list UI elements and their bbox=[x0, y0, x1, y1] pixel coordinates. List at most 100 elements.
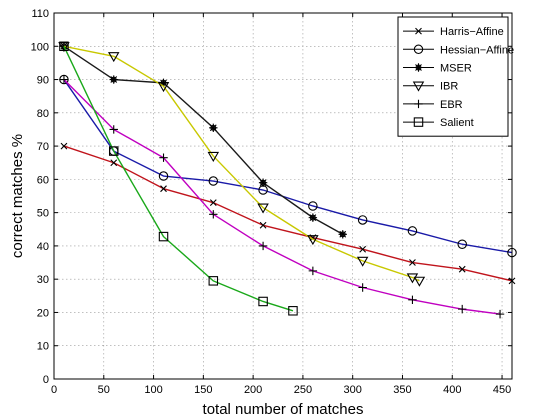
axis-ticks: 0 50 100 150 200 250 300 350 400 450 0 10 20 30 40 50 60… bbox=[31, 8, 512, 396]
legend-marker bbox=[414, 99, 423, 109]
data-point-marker bbox=[109, 125, 118, 134]
legend-item: EBR bbox=[403, 99, 463, 111]
legend-label: Harris−Affine bbox=[440, 26, 504, 38]
series-salient bbox=[59, 41, 298, 316]
legend-marker bbox=[413, 117, 424, 127]
data-point-marker bbox=[257, 203, 269, 214]
legend-marker bbox=[415, 64, 422, 71]
x-tick-label: 0 bbox=[51, 384, 57, 396]
data-point-marker bbox=[356, 256, 369, 267]
legend-marker bbox=[413, 44, 424, 55]
data-point-marker bbox=[258, 178, 268, 187]
data-point-marker bbox=[158, 231, 169, 242]
legend-item: Harris−Affine bbox=[403, 26, 504, 38]
series-line bbox=[63, 145, 513, 282]
data-point-marker bbox=[309, 214, 316, 221]
data-point-marker bbox=[260, 179, 267, 186]
data-point-marker bbox=[160, 185, 167, 193]
data-point-marker bbox=[308, 213, 318, 222]
y-axis-label: correct matches % bbox=[9, 134, 26, 258]
x-tick-label: 50 bbox=[98, 384, 110, 396]
y-tick-label: 20 bbox=[37, 307, 49, 319]
series-ibr bbox=[58, 42, 426, 287]
data-point-marker bbox=[407, 226, 418, 236]
series-mser bbox=[59, 42, 347, 239]
data-point-marker bbox=[110, 159, 118, 167]
y-tick-label: 10 bbox=[37, 341, 49, 353]
y-tick-label: 80 bbox=[37, 108, 49, 120]
legend-label: EBR bbox=[440, 99, 463, 111]
x-tick-label: 150 bbox=[194, 384, 212, 396]
data-point-marker bbox=[307, 235, 319, 246]
x-tick-label: 400 bbox=[443, 384, 461, 396]
data-point-marker bbox=[210, 124, 217, 131]
legend-item: MSER bbox=[403, 63, 472, 75]
data-point-marker bbox=[209, 123, 218, 132]
data-point-marker bbox=[457, 239, 467, 249]
series-line bbox=[63, 79, 501, 315]
data-point-marker bbox=[110, 76, 117, 83]
y-tick-label: 50 bbox=[37, 208, 49, 220]
y-tick-label: 0 bbox=[43, 374, 49, 386]
legend-label: Hessian−Affine bbox=[440, 44, 514, 56]
legend-label: IBR bbox=[440, 81, 458, 93]
data-point-marker bbox=[359, 245, 367, 253]
data-point-marker bbox=[308, 201, 318, 211]
data-point-marker bbox=[357, 215, 368, 225]
legend-marker bbox=[414, 63, 423, 72]
plot-area-frame bbox=[53, 12, 513, 380]
y-tick-label: 60 bbox=[37, 174, 49, 186]
data-point-marker bbox=[339, 231, 346, 238]
legend-marker bbox=[412, 81, 425, 92]
data-point-marker bbox=[208, 276, 219, 286]
y-tick-label: 40 bbox=[37, 241, 49, 253]
data-point-marker bbox=[208, 176, 219, 186]
x-tick-label: 200 bbox=[244, 384, 262, 396]
data-point-marker bbox=[59, 41, 69, 52]
x-axis-label: total number of matches bbox=[203, 401, 364, 418]
y-tick-label: 30 bbox=[37, 274, 49, 286]
x-tick-label: 100 bbox=[144, 384, 162, 396]
data-point-marker bbox=[108, 146, 119, 156]
legend-label: MSER bbox=[440, 63, 472, 75]
data-point-marker bbox=[358, 283, 367, 292]
data-point-marker bbox=[495, 309, 505, 319]
data-point-marker bbox=[209, 199, 217, 207]
x-tick-label: 300 bbox=[344, 384, 362, 396]
data-point-marker bbox=[308, 266, 318, 276]
legend: Harris−Affine Hessian−Affine MSER IBR EBR Sal… bbox=[397, 16, 514, 137]
data-point-marker bbox=[288, 306, 298, 316]
legend-item: IBR bbox=[403, 81, 458, 93]
legend-item: Hessian−Affine bbox=[403, 44, 514, 56]
series-ebr bbox=[59, 75, 505, 319]
series-line bbox=[63, 45, 420, 282]
data-point-marker bbox=[258, 241, 268, 251]
legend-box bbox=[397, 16, 509, 137]
legend-marker bbox=[415, 27, 422, 35]
y-tick-label: 70 bbox=[37, 141, 49, 153]
data-point-marker bbox=[157, 82, 170, 93]
data-point-marker bbox=[458, 304, 467, 314]
data-point-marker bbox=[458, 265, 466, 273]
data-point-marker bbox=[109, 75, 118, 84]
data-point-marker bbox=[207, 151, 220, 162]
data-point-marker bbox=[60, 142, 68, 150]
data-point-marker bbox=[259, 221, 267, 229]
y-tick-label: 110 bbox=[31, 8, 49, 20]
series-group bbox=[58, 41, 517, 319]
legend-label: Salient bbox=[440, 117, 474, 129]
data-point-marker bbox=[338, 230, 347, 239]
data-point-marker bbox=[409, 259, 416, 266]
y-tick-label: 100 bbox=[31, 41, 49, 53]
series-line bbox=[63, 79, 513, 254]
data-point-marker bbox=[59, 75, 69, 84]
legend-item: Salient bbox=[403, 117, 474, 129]
x-tick-label: 250 bbox=[294, 384, 312, 396]
data-point-marker bbox=[158, 171, 169, 181]
data-point-marker bbox=[159, 153, 168, 162]
x-tick-label: 350 bbox=[393, 384, 411, 396]
data-point-marker bbox=[209, 210, 218, 219]
data-point-marker bbox=[258, 296, 268, 307]
data-point-marker bbox=[408, 295, 417, 305]
